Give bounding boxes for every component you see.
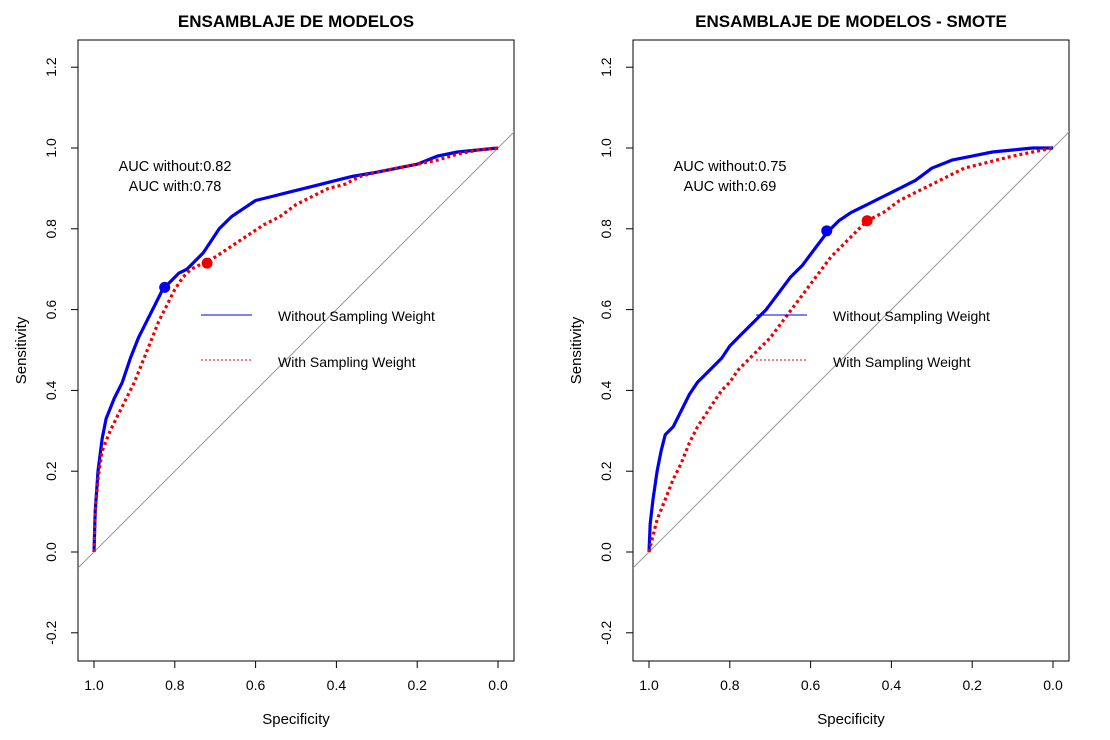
y-tick-label: 0.2 <box>43 461 59 481</box>
y-tick-label: 0.0 <box>598 542 614 562</box>
x-tick-label: 0.6 <box>246 677 266 693</box>
y-tick-label: 1.2 <box>43 57 59 77</box>
plot-frame <box>632 39 1070 662</box>
y-tick-label: -0.2 <box>598 621 614 645</box>
legend-label-with: With Sampling Weight <box>833 354 971 370</box>
y-tick-label: 0.2 <box>598 461 614 481</box>
auc-without-text: AUC without:0.82 <box>119 159 232 175</box>
plot-area <box>78 131 514 569</box>
x-tick-label: 0.8 <box>720 677 740 693</box>
x-tick-label: 0.2 <box>407 677 427 693</box>
threshold-point-with <box>861 215 873 227</box>
x-tick-label: 0.4 <box>882 677 902 693</box>
chart-panel-2: ENSAMBLAJE DE MODELOS - SMOTE 1.0 0.8 0.6 0.… <box>568 12 1070 728</box>
y-tick-label: 0.6 <box>598 300 614 320</box>
x-axis-label: Specificity <box>262 711 330 728</box>
x-tick-label: 0.6 <box>801 677 821 693</box>
x-axis-label: Specificity <box>817 711 885 728</box>
y-tick-label: 0.8 <box>598 219 614 239</box>
chart-panel-1: ENSAMBLAJE DE MODELOS 1.0 0.8 0.6 0.4 0.2 0.0 -… <box>13 12 515 728</box>
y-tick-label: 0.4 <box>43 380 59 400</box>
legend-label-without: Without Sampling Weight <box>278 308 435 324</box>
y-axis-label: Sensitivity <box>568 316 585 384</box>
x-tick-label: 0.8 <box>165 677 185 693</box>
auc-with-text: AUC with:0.69 <box>684 179 777 195</box>
y-axis-label: Sensitivity <box>13 316 30 384</box>
x-tick-label: 0.0 <box>488 677 508 693</box>
x-tick-label: 0.2 <box>962 677 982 693</box>
chart-title: ENSAMBLAJE DE MODELOS <box>178 12 414 31</box>
diagonal-reference-line <box>633 131 1069 569</box>
plot-frame <box>77 39 515 662</box>
threshold-point-without <box>821 225 833 237</box>
chart-title: ENSAMBLAJE DE MODELOS - SMOTE <box>695 12 1007 31</box>
auc-without-text: AUC without:0.75 <box>674 159 787 175</box>
y-tick-label: 0.8 <box>43 219 59 239</box>
y-tick-label: 1.0 <box>43 138 59 158</box>
legend-label-without: Without Sampling Weight <box>833 308 990 324</box>
y-tick-label: 0.0 <box>43 542 59 562</box>
threshold-point-without <box>159 281 171 293</box>
x-tick-label: 1.0 <box>84 677 104 693</box>
y-tick-label: 1.2 <box>598 57 614 77</box>
x-tick-label: 0.4 <box>327 677 347 693</box>
auc-with-text: AUC with:0.78 <box>129 179 222 195</box>
roc-curve-with-sampling-weight <box>92 146 499 553</box>
y-tick-label: 1.0 <box>598 138 614 158</box>
legend-label-with: With Sampling Weight <box>278 354 416 370</box>
plot-area <box>633 131 1069 569</box>
x-tick-label: 1.0 <box>639 677 659 693</box>
x-tick-label: 0.0 <box>1043 677 1063 693</box>
y-tick-label: 0.6 <box>43 300 59 320</box>
roc-curve-with-sampling-weight <box>647 146 1054 553</box>
roc-curve-without-sampling-weight <box>647 146 1053 553</box>
y-tick-label: 0.4 <box>598 380 614 400</box>
threshold-point-with <box>201 257 213 269</box>
y-tick-label: -0.2 <box>43 621 59 645</box>
diagonal-reference-line <box>78 131 514 569</box>
